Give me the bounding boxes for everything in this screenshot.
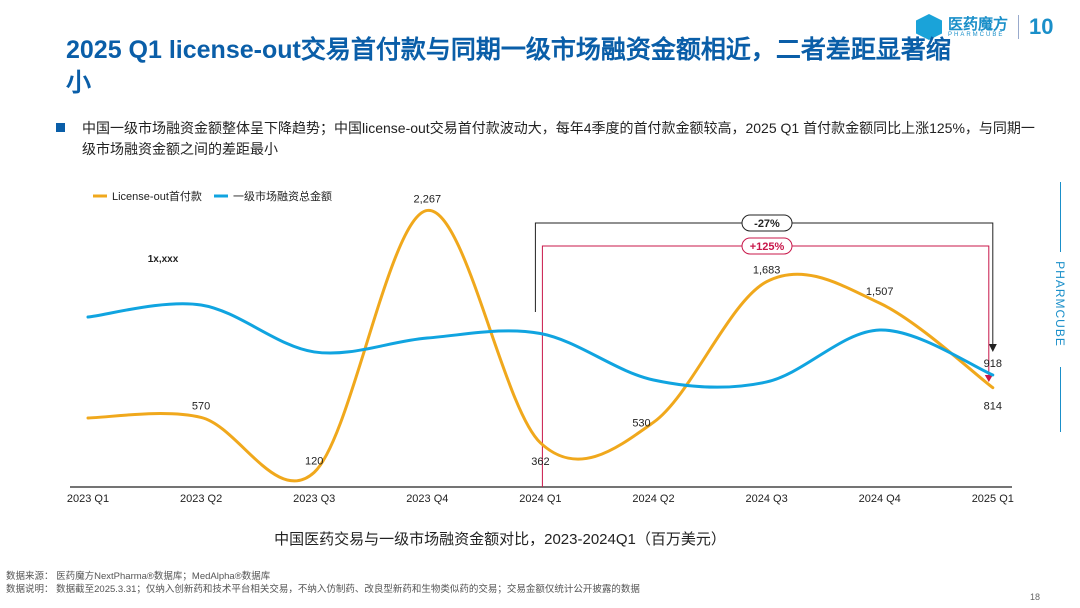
- page-title: 2025 Q1 license-out交易首付款与同期一级市场融资金额相近，二者…: [66, 36, 951, 97]
- bullet-square-icon: [56, 123, 65, 132]
- line-chart: 2023 Q1 2023 Q2 2023 Q3 2023 Q4 2024 Q1 2024 …: [67, 189, 1014, 505]
- data-label: 1,683: [753, 265, 781, 277]
- chart-caption: 中国医药交易与一级市场融资金额对比，2023-2024Q1（百万美元）: [274, 531, 726, 548]
- legend-label: License-out首付款: [112, 189, 202, 203]
- x-tick-label: 2023 Q1: [67, 493, 109, 505]
- arrow-head-icon: [984, 375, 993, 382]
- series-line-license-out: [86, 208, 995, 483]
- logo-name: 医药魔方: [948, 15, 1009, 33]
- change-badge-label: +125%: [750, 241, 785, 253]
- x-tick-label: 2024 Q1: [519, 493, 561, 505]
- data-label: 814: [984, 401, 1002, 413]
- anniversary-badge: 10: [1029, 14, 1054, 39]
- footnotes: 数据来源： 医药魔方NextPharma®数据库；MedAlpha®数据库 数据…: [6, 570, 640, 596]
- data-label: 120: [305, 455, 323, 467]
- side-brand: PHARMCUBE: [1050, 182, 1070, 432]
- pharmcube-logo: 医药魔方 PHARMCUBE 10: [916, 14, 1054, 40]
- data-label: 570: [192, 400, 210, 412]
- data-label: 918: [984, 358, 1002, 370]
- x-tick-label: 2023 Q2: [180, 493, 222, 505]
- x-tick-label: 2023 Q4: [406, 493, 448, 505]
- summary-text: 中国一级市场融资金额整体呈下降趋势；中国license-out交易首付款波动大，…: [82, 120, 1035, 157]
- data-label: 1,507: [866, 286, 894, 298]
- x-tick-label: 2023 Q3: [293, 493, 335, 505]
- overlapping-data-label: 1x,xxx: [148, 254, 179, 265]
- logo-sub: PHARMCUBE: [948, 31, 1005, 38]
- legend-label: 一级市场融资总金额: [233, 189, 332, 203]
- change-badge: [741, 237, 793, 255]
- x-tick-label: 2024 Q4: [859, 493, 901, 505]
- arrow-head-icon: [988, 344, 997, 352]
- data-label: 530: [632, 417, 650, 429]
- summary-bullet: 中国一级市场融资金额整体呈下降趋势；中国license-out交易首付款波动大，…: [56, 118, 1042, 160]
- side-line-top: [1060, 182, 1061, 252]
- series-line-financing: [86, 302, 995, 389]
- change-badge: [741, 214, 793, 232]
- logo-divider: [1018, 15, 1020, 39]
- data-label: 362: [531, 456, 549, 468]
- side-label: PHARMCUBE: [1053, 261, 1067, 347]
- x-tick-label: 2025 Q1: [972, 493, 1014, 505]
- side-line-bottom: [1060, 367, 1061, 432]
- page-number: 18: [1029, 592, 1040, 602]
- data-note: 数据说明： 数据截至2025.3.31；仅纳入创新药和技术平台相关交易，不纳入仿…: [6, 584, 640, 595]
- x-tick-label: 2024 Q2: [632, 493, 674, 505]
- change-badge-label: -27%: [754, 218, 780, 230]
- source-note: 数据来源： 医药魔方NextPharma®数据库；MedAlpha®数据库: [6, 571, 271, 582]
- x-tick-label: 2024 Q3: [745, 493, 787, 505]
- data-label: 2,267: [414, 193, 442, 205]
